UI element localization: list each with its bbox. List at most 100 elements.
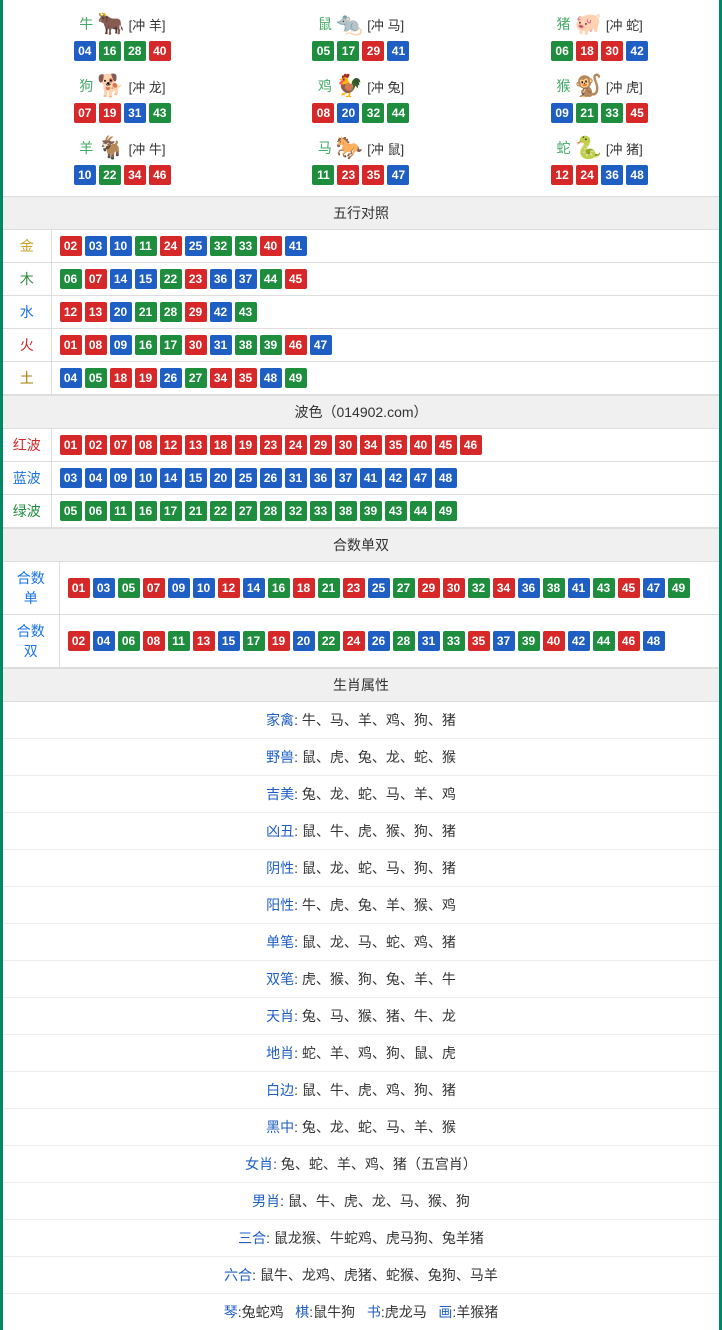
number-ball: 04 [74, 41, 96, 61]
number-ball: 03 [60, 468, 82, 488]
number-ball: 39 [360, 501, 382, 521]
zodiac-conflict: [冲 兔] [367, 77, 404, 96]
attr-values: 兔蛇鸡 [242, 1304, 284, 1320]
number-ball: 13 [85, 302, 107, 322]
attr-values: 牛、马、羊、鸡、狗、猪 [302, 712, 456, 728]
number-ball: 08 [85, 335, 107, 355]
number-ball: 46 [460, 435, 482, 455]
attr-separator: : [294, 712, 302, 728]
zodiac-name: 牛 [79, 14, 93, 34]
row-balls: 02031011242532334041 [51, 230, 719, 263]
zodiac-conflict: [冲 马] [367, 15, 404, 34]
number-ball: 33 [601, 103, 623, 123]
number-ball: 36 [310, 468, 332, 488]
attr-row: 家禽: 牛、马、羊、鸡、狗、猪 [3, 702, 719, 739]
attr-separator: : [294, 1082, 302, 1098]
zodiac-conflict: [冲 虎] [606, 77, 643, 96]
number-ball: 04 [85, 468, 107, 488]
number-ball: 16 [99, 41, 121, 61]
wuxing-table: 金 02031011242532334041木 0607141522233637… [3, 230, 719, 395]
attr-label: 阴性 [266, 860, 294, 876]
attr-separator: : [252, 1267, 260, 1283]
row-label: 绿波 [3, 495, 51, 528]
number-ball: 33 [235, 236, 257, 256]
number-ball: 41 [360, 468, 382, 488]
attr-label: 男肖 [252, 1193, 280, 1209]
number-ball: 42 [626, 41, 648, 61]
number-ball: 10 [193, 578, 215, 598]
attr-row: 六合: 鼠牛、龙鸡、虎猪、蛇猴、兔狗、马羊 [3, 1257, 719, 1294]
number-ball: 33 [443, 631, 465, 651]
number-ball: 40 [260, 236, 282, 256]
number-ball: 13 [185, 435, 207, 455]
attr-values: 鼠、牛、虎、猴、狗、猪 [302, 823, 456, 839]
number-ball: 20 [293, 631, 315, 651]
number-ball: 16 [135, 501, 157, 521]
number-ball: 47 [387, 165, 409, 185]
number-ball: 04 [93, 631, 115, 651]
zodiac-balls: 12243648 [480, 165, 719, 185]
number-ball: 18 [576, 41, 598, 61]
number-ball: 22 [318, 631, 340, 651]
attr-label: 吉美 [266, 786, 294, 802]
number-ball: 30 [335, 435, 357, 455]
number-ball: 18 [210, 435, 232, 455]
number-ball: 48 [643, 631, 665, 651]
zodiac-label-row: 鼠 🐀 [冲 马] [242, 11, 481, 37]
zodiac-cell: 蛇 🐍 [冲 猪] 12243648 [480, 129, 719, 191]
number-ball: 29 [362, 41, 384, 61]
number-ball: 24 [343, 631, 365, 651]
number-ball: 39 [518, 631, 540, 651]
attr-values: 鼠牛、龙鸡、虎猪、蛇猴、兔狗、马羊 [260, 1267, 498, 1283]
number-ball: 46 [149, 165, 171, 185]
number-ball: 36 [601, 165, 623, 185]
number-ball: 42 [568, 631, 590, 651]
attr-label: 单笔 [266, 934, 294, 950]
number-ball: 26 [368, 631, 390, 651]
attr-row: 吉美: 兔、龙、蛇、马、羊、鸡 [3, 776, 719, 813]
number-ball: 02 [85, 435, 107, 455]
attr-row: 阴性: 鼠、龙、蛇、马、狗、猪 [3, 850, 719, 887]
number-ball: 41 [568, 578, 590, 598]
number-ball: 39 [260, 335, 282, 355]
attr-label: 阳性 [266, 897, 294, 913]
row-label: 红波 [3, 429, 51, 462]
number-ball: 16 [135, 335, 157, 355]
table-row: 合数单 010305070910121416182123252729303234… [3, 562, 719, 615]
number-ball: 18 [293, 578, 315, 598]
main-container: 牛 🐂 [冲 羊] 04162840 鼠 🐀 [冲 马] 05172941 猪 … [0, 0, 722, 1330]
zodiac-label-row: 鸡 🐓 [冲 兔] [242, 73, 481, 99]
table-row: 水 1213202128294243 [3, 296, 719, 329]
attr-separator: : [294, 897, 302, 913]
number-ball: 42 [385, 468, 407, 488]
number-ball: 01 [60, 435, 82, 455]
table-row: 绿波 05061116172122272832333839434449 [3, 495, 719, 528]
number-ball: 30 [443, 578, 465, 598]
number-ball: 44 [593, 631, 615, 651]
number-ball: 13 [193, 631, 215, 651]
number-ball: 11 [110, 501, 132, 521]
zodiac-name: 狗 [79, 76, 93, 96]
number-ball: 12 [551, 165, 573, 185]
number-ball: 11 [168, 631, 190, 651]
number-ball: 29 [185, 302, 207, 322]
number-ball: 31 [210, 335, 232, 355]
number-ball: 05 [312, 41, 334, 61]
number-ball: 44 [260, 269, 282, 289]
zodiac-name: 鸡 [318, 76, 332, 96]
attr-values: 鼠牛狗 [313, 1304, 355, 1320]
number-ball: 10 [110, 236, 132, 256]
number-ball: 28 [393, 631, 415, 651]
number-ball: 36 [210, 269, 232, 289]
number-ball: 12 [160, 435, 182, 455]
attr-label: 书 [367, 1304, 381, 1320]
attr-label: 女肖 [245, 1156, 273, 1172]
attr-separator: : [294, 1119, 302, 1135]
attr-row: 男肖: 鼠、牛、虎、龙、马、猴、狗 [3, 1183, 719, 1220]
number-ball: 06 [551, 41, 573, 61]
table-row: 火 0108091617303138394647 [3, 329, 719, 362]
zodiac-conflict: [冲 羊] [129, 15, 166, 34]
number-ball: 25 [235, 468, 257, 488]
number-ball: 07 [110, 435, 132, 455]
attr-values: 蛇、羊、鸡、狗、鼠、虎 [302, 1045, 456, 1061]
